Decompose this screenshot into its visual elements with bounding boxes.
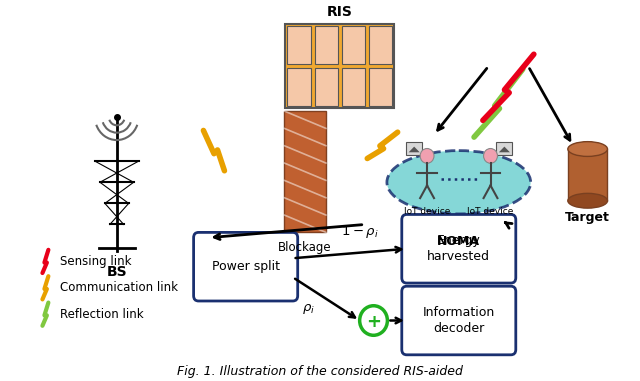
- Text: Fig. 1. Illustration of the considered RIS-aided: Fig. 1. Illustration of the considered R…: [177, 365, 463, 378]
- Polygon shape: [314, 26, 338, 64]
- Circle shape: [360, 306, 387, 335]
- Polygon shape: [287, 26, 310, 64]
- Text: RIS: RIS: [327, 5, 353, 19]
- Polygon shape: [406, 142, 422, 155]
- Polygon shape: [342, 68, 365, 106]
- Ellipse shape: [387, 150, 531, 214]
- Polygon shape: [342, 26, 365, 64]
- Text: NOMA: NOMA: [437, 235, 480, 248]
- Polygon shape: [285, 24, 394, 109]
- Text: Blockage: Blockage: [278, 241, 332, 254]
- Text: Reflection link: Reflection link: [60, 308, 144, 321]
- Text: BS: BS: [106, 264, 127, 279]
- Polygon shape: [369, 68, 392, 106]
- Text: Energy
harvested: Energy harvested: [428, 234, 490, 263]
- Polygon shape: [568, 149, 607, 201]
- Polygon shape: [287, 68, 310, 106]
- Text: $1-\rho_i$: $1-\rho_i$: [341, 224, 378, 240]
- Text: Sensing link: Sensing link: [60, 255, 132, 268]
- Polygon shape: [314, 68, 338, 106]
- Text: Information
decoder: Information decoder: [422, 306, 495, 335]
- Ellipse shape: [568, 142, 607, 157]
- Polygon shape: [284, 111, 326, 232]
- Text: Communication link: Communication link: [60, 281, 179, 294]
- FancyBboxPatch shape: [402, 215, 516, 283]
- FancyBboxPatch shape: [402, 286, 516, 355]
- Circle shape: [420, 149, 434, 163]
- FancyBboxPatch shape: [194, 232, 298, 301]
- Polygon shape: [497, 142, 512, 155]
- Text: Target: Target: [565, 211, 610, 224]
- Polygon shape: [499, 147, 510, 152]
- Circle shape: [484, 149, 497, 163]
- Text: IoT device: IoT device: [467, 207, 514, 216]
- Polygon shape: [369, 26, 392, 64]
- Polygon shape: [408, 147, 420, 152]
- Text: IoT device: IoT device: [404, 207, 451, 216]
- Text: $\rho_i$: $\rho_i$: [302, 302, 315, 316]
- Text: +: +: [366, 312, 381, 331]
- Ellipse shape: [568, 193, 607, 208]
- Text: Power split: Power split: [212, 260, 280, 273]
